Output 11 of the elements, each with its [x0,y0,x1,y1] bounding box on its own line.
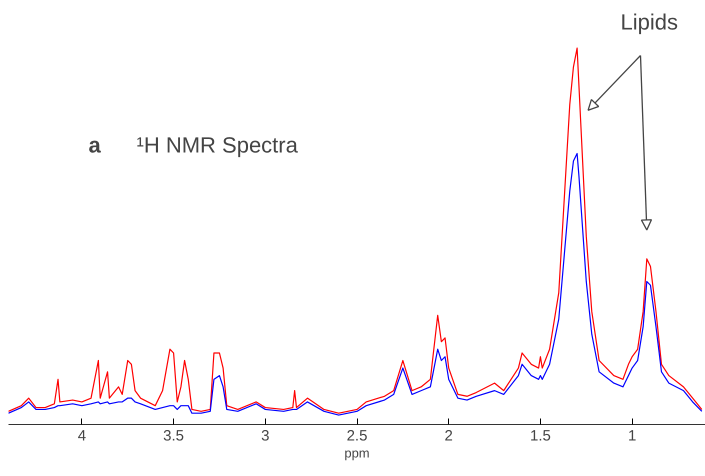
annotation: a [88,132,102,158]
x-axis-title: ppm [344,446,370,460]
annotation: ¹H NMR Spectra [136,132,299,158]
text: Lipids [620,10,678,34]
x-tick-label: 4 [78,428,86,444]
x-tick-label: 2.5 [346,428,368,444]
x-tick-label: 1.5 [530,428,551,444]
x-tick-label: 2 [444,428,453,444]
x-tick-label: 3 [261,428,270,444]
x-tick-label: 3.5 [163,428,184,444]
x-tick-label: 1 [628,428,636,444]
